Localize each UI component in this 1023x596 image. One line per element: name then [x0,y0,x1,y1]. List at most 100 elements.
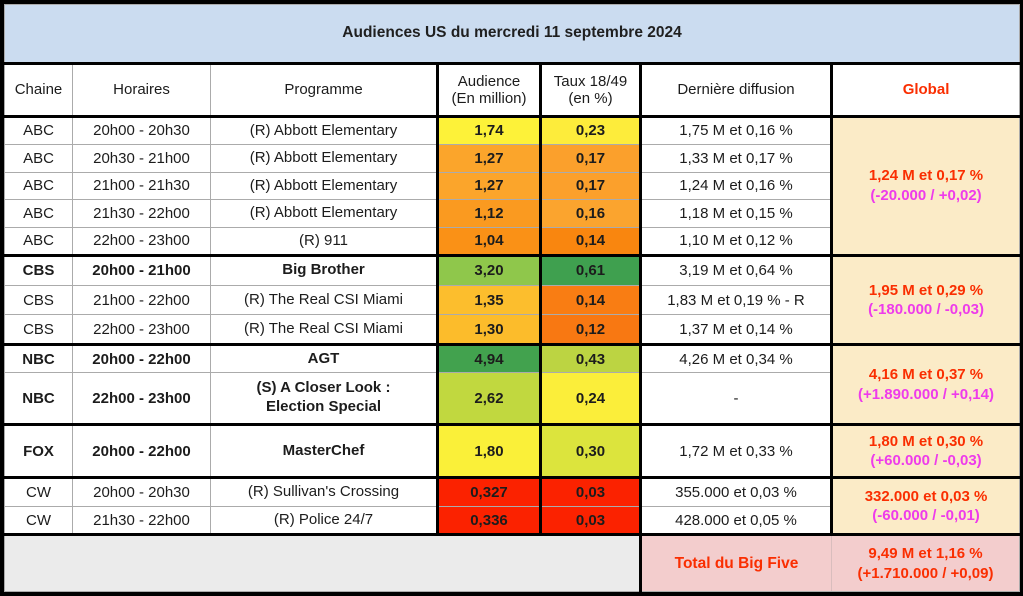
program-cell: AGT [210,343,438,373]
col-header-programme: Programme [210,62,438,119]
audience-cell: 1,74 [436,115,542,145]
table-row: CBS 21h00 - 22h00 (R) The Real CSI Miami… [4,284,1020,316]
global-value: 332.000 et 0,03 % [864,487,988,505]
timeslot-cell: 20h00 - 22h00 [72,343,211,373]
total-delta: (+1.710.000 / +0,09) [857,564,994,582]
rating-cell: 0,17 [539,171,642,201]
table-row: ABC 20h30 - 21h00 (R) Abbott Elementary … [4,143,1020,173]
last-broadcast-cell: - [640,371,832,426]
program-cell: Big Brother [210,253,438,286]
col-header-derniere-diffusion: Dernière diffusion [640,62,832,119]
global-delta: (-20.000 / +0,02) [870,186,982,204]
channel-cell: ABC [4,143,73,173]
audience-cell: 1,04 [436,227,542,256]
audience-cell: 0,327 [436,475,542,507]
timeslot-cell: 21h00 - 22h00 [72,284,211,316]
program-cell: (R) The Real CSI Miami [210,314,438,346]
last-broadcast-cell: 1,18 M et 0,15 % [640,199,832,229]
last-broadcast-cell: 1,24 M et 0,16 % [640,171,832,201]
global-value: 1,80 M et 0,30 % [868,432,984,450]
audience-cell: 0,336 [436,505,542,536]
global-cell-cbs: 1,95 M et 0,29 % (-180.000 / -0,03) [829,253,1021,346]
last-broadcast-cell: 1,72 M et 0,33 % [640,423,832,478]
rating-cell: 0,14 [539,284,642,316]
last-broadcast-cell: 1,83 M et 0,19 % - R [640,284,832,316]
last-broadcast-cell: 428.000 et 0,05 % [640,505,832,536]
audiences-table: Audiences US du mercredi 11 septembre 20… [3,4,1021,592]
rating-cell: 0,03 [539,475,642,507]
rating-cell: 0,23 [539,115,642,145]
last-broadcast-cell: 1,37 M et 0,14 % [640,314,832,346]
global-cell-nbc: 4,16 M et 0,37 % (+1.890.000 / +0,14) [829,343,1021,426]
audience-cell: 4,94 [436,343,542,373]
total-global-cell: 9,49 M et 1,16 % (+1.710.000 / +0,09) [830,533,1021,592]
timeslot-cell: 20h30 - 21h00 [72,143,211,173]
timeslot-cell: 21h30 - 22h00 [72,505,211,536]
empty-footer-cell [4,533,642,592]
global-cell-fox: 1,80 M et 0,30 % (+60.000 / -0,03) [829,423,1021,478]
global-delta: (+1.890.000 / +0,14) [858,385,994,403]
total-label-cell: Total du Big Five [640,533,832,592]
global-cell-cw: 332.000 et 0,03 % (-60.000 / -0,01) [829,475,1021,536]
program-cell: (S) A Closer Look : Election Special [210,371,438,426]
audience-cell: 1,35 [436,284,542,316]
program-cell: MasterChef [210,423,438,478]
rating-cell: 0,43 [539,343,642,373]
table-row: ABC 20h00 - 20h30 (R) Abbott Elementary … [4,115,1021,256]
channel-cell: CBS [4,314,73,346]
global-value: 1,24 M et 0,17 % [868,167,984,185]
channel-cell: CBS [4,253,73,286]
channel-cell: ABC [4,227,73,256]
timeslot-cell: 20h00 - 21h00 [72,253,211,286]
timeslot-cell: 21h00 - 21h30 [72,171,211,201]
channel-cell: ABC [4,115,73,145]
channel-cell: NBC [4,371,73,426]
channel-cell: NBC [4,343,73,373]
channel-cell: CBS [4,284,73,316]
program-cell: (R) Police 24/7 [210,505,438,536]
timeslot-cell: 20h00 - 20h30 [72,475,211,507]
timeslot-cell: 20h00 - 20h30 [72,115,211,145]
channel-cell: ABC [4,199,73,229]
rating-cell: 0,61 [539,253,642,286]
col-header-taux: Taux 18/49 (en %) [539,62,642,119]
table-row: FOX 20h00 - 22h00 MasterChef 1,80 0,30 1… [4,423,1021,478]
col-header-horaires: Horaires [72,62,211,119]
col-header-chaine: Chaine [4,62,73,119]
rating-cell: 0,30 [539,423,642,478]
timeslot-cell: 21h30 - 22h00 [72,199,211,229]
rating-cell: 0,24 [539,371,642,426]
last-broadcast-cell: 3,19 M et 0,64 % [640,253,832,286]
last-broadcast-cell: 1,33 M et 0,17 % [640,143,832,173]
audience-cell: 1,30 [436,314,542,346]
table-row: ABC 21h00 - 21h30 (R) Abbott Elementary … [4,171,1020,201]
table-row: NBC 22h00 - 23h00 (S) A Closer Look : El… [4,371,1020,426]
table-row: CW 21h30 - 22h00 (R) Police 24/7 0,336 0… [4,505,1020,536]
channel-cell: CW [4,475,73,507]
global-cell-abc: 1,24 M et 0,17 % (-20.000 / +0,02) [829,115,1021,256]
channel-cell: ABC [4,171,73,201]
timeslot-cell: 22h00 - 23h00 [72,371,211,426]
page-title: Audiences US du mercredi 11 septembre 20… [3,4,1021,65]
audience-cell: 1,27 [436,143,542,173]
last-broadcast-cell: 355.000 et 0,03 % [640,475,832,507]
last-broadcast-cell: 1,10 M et 0,12 % [640,227,832,256]
program-cell: (R) Abbott Elementary [210,171,438,201]
col-header-audience: Audience (En million) [436,62,542,119]
total-row: Total du Big Five 9,49 M et 1,16 % (+1.7… [4,533,1021,592]
rating-cell: 0,14 [539,227,642,256]
audience-cell: 2,62 [436,371,542,426]
last-broadcast-cell: 1,75 M et 0,16 % [640,115,832,145]
channel-cell: FOX [4,423,73,478]
timeslot-cell: 20h00 - 22h00 [72,423,211,478]
table-row: ABC 21h30 - 22h00 (R) Abbott Elementary … [4,199,1020,229]
global-delta: (-60.000 / -0,01) [872,507,980,525]
global-delta: (+60.000 / -0,03) [870,452,982,470]
program-cell: (R) Abbott Elementary [210,199,438,229]
program-cell: (R) The Real CSI Miami [210,284,438,316]
table-row: CBS 20h00 - 21h00 Big Brother 3,20 0,61 … [4,253,1021,346]
program-cell: (R) Abbott Elementary [210,115,438,145]
rating-cell: 0,03 [539,505,642,536]
global-value: 4,16 M et 0,37 % [868,366,984,384]
